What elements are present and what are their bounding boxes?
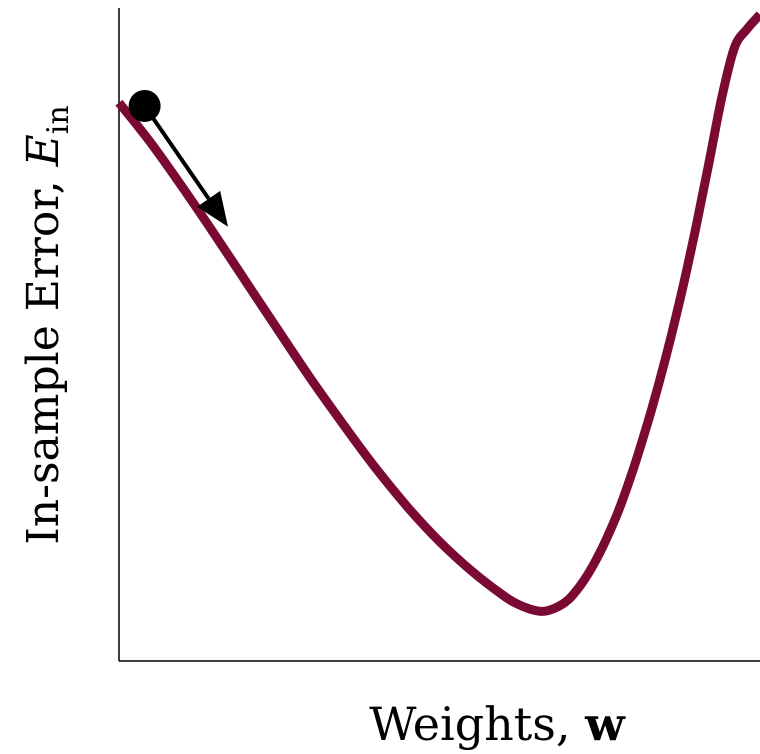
annotation-layer xyxy=(128,89,228,227)
y-axis-label: In-sample Error, Ein xyxy=(18,105,76,544)
x-axis-label: Weights, w xyxy=(369,697,626,751)
gradient-arrow-shaft xyxy=(142,104,211,200)
axes xyxy=(118,8,760,662)
error-curve xyxy=(115,11,760,616)
current-weight-marker xyxy=(128,89,161,122)
gradient-arrow-head xyxy=(197,190,228,227)
series-layer xyxy=(115,11,760,616)
